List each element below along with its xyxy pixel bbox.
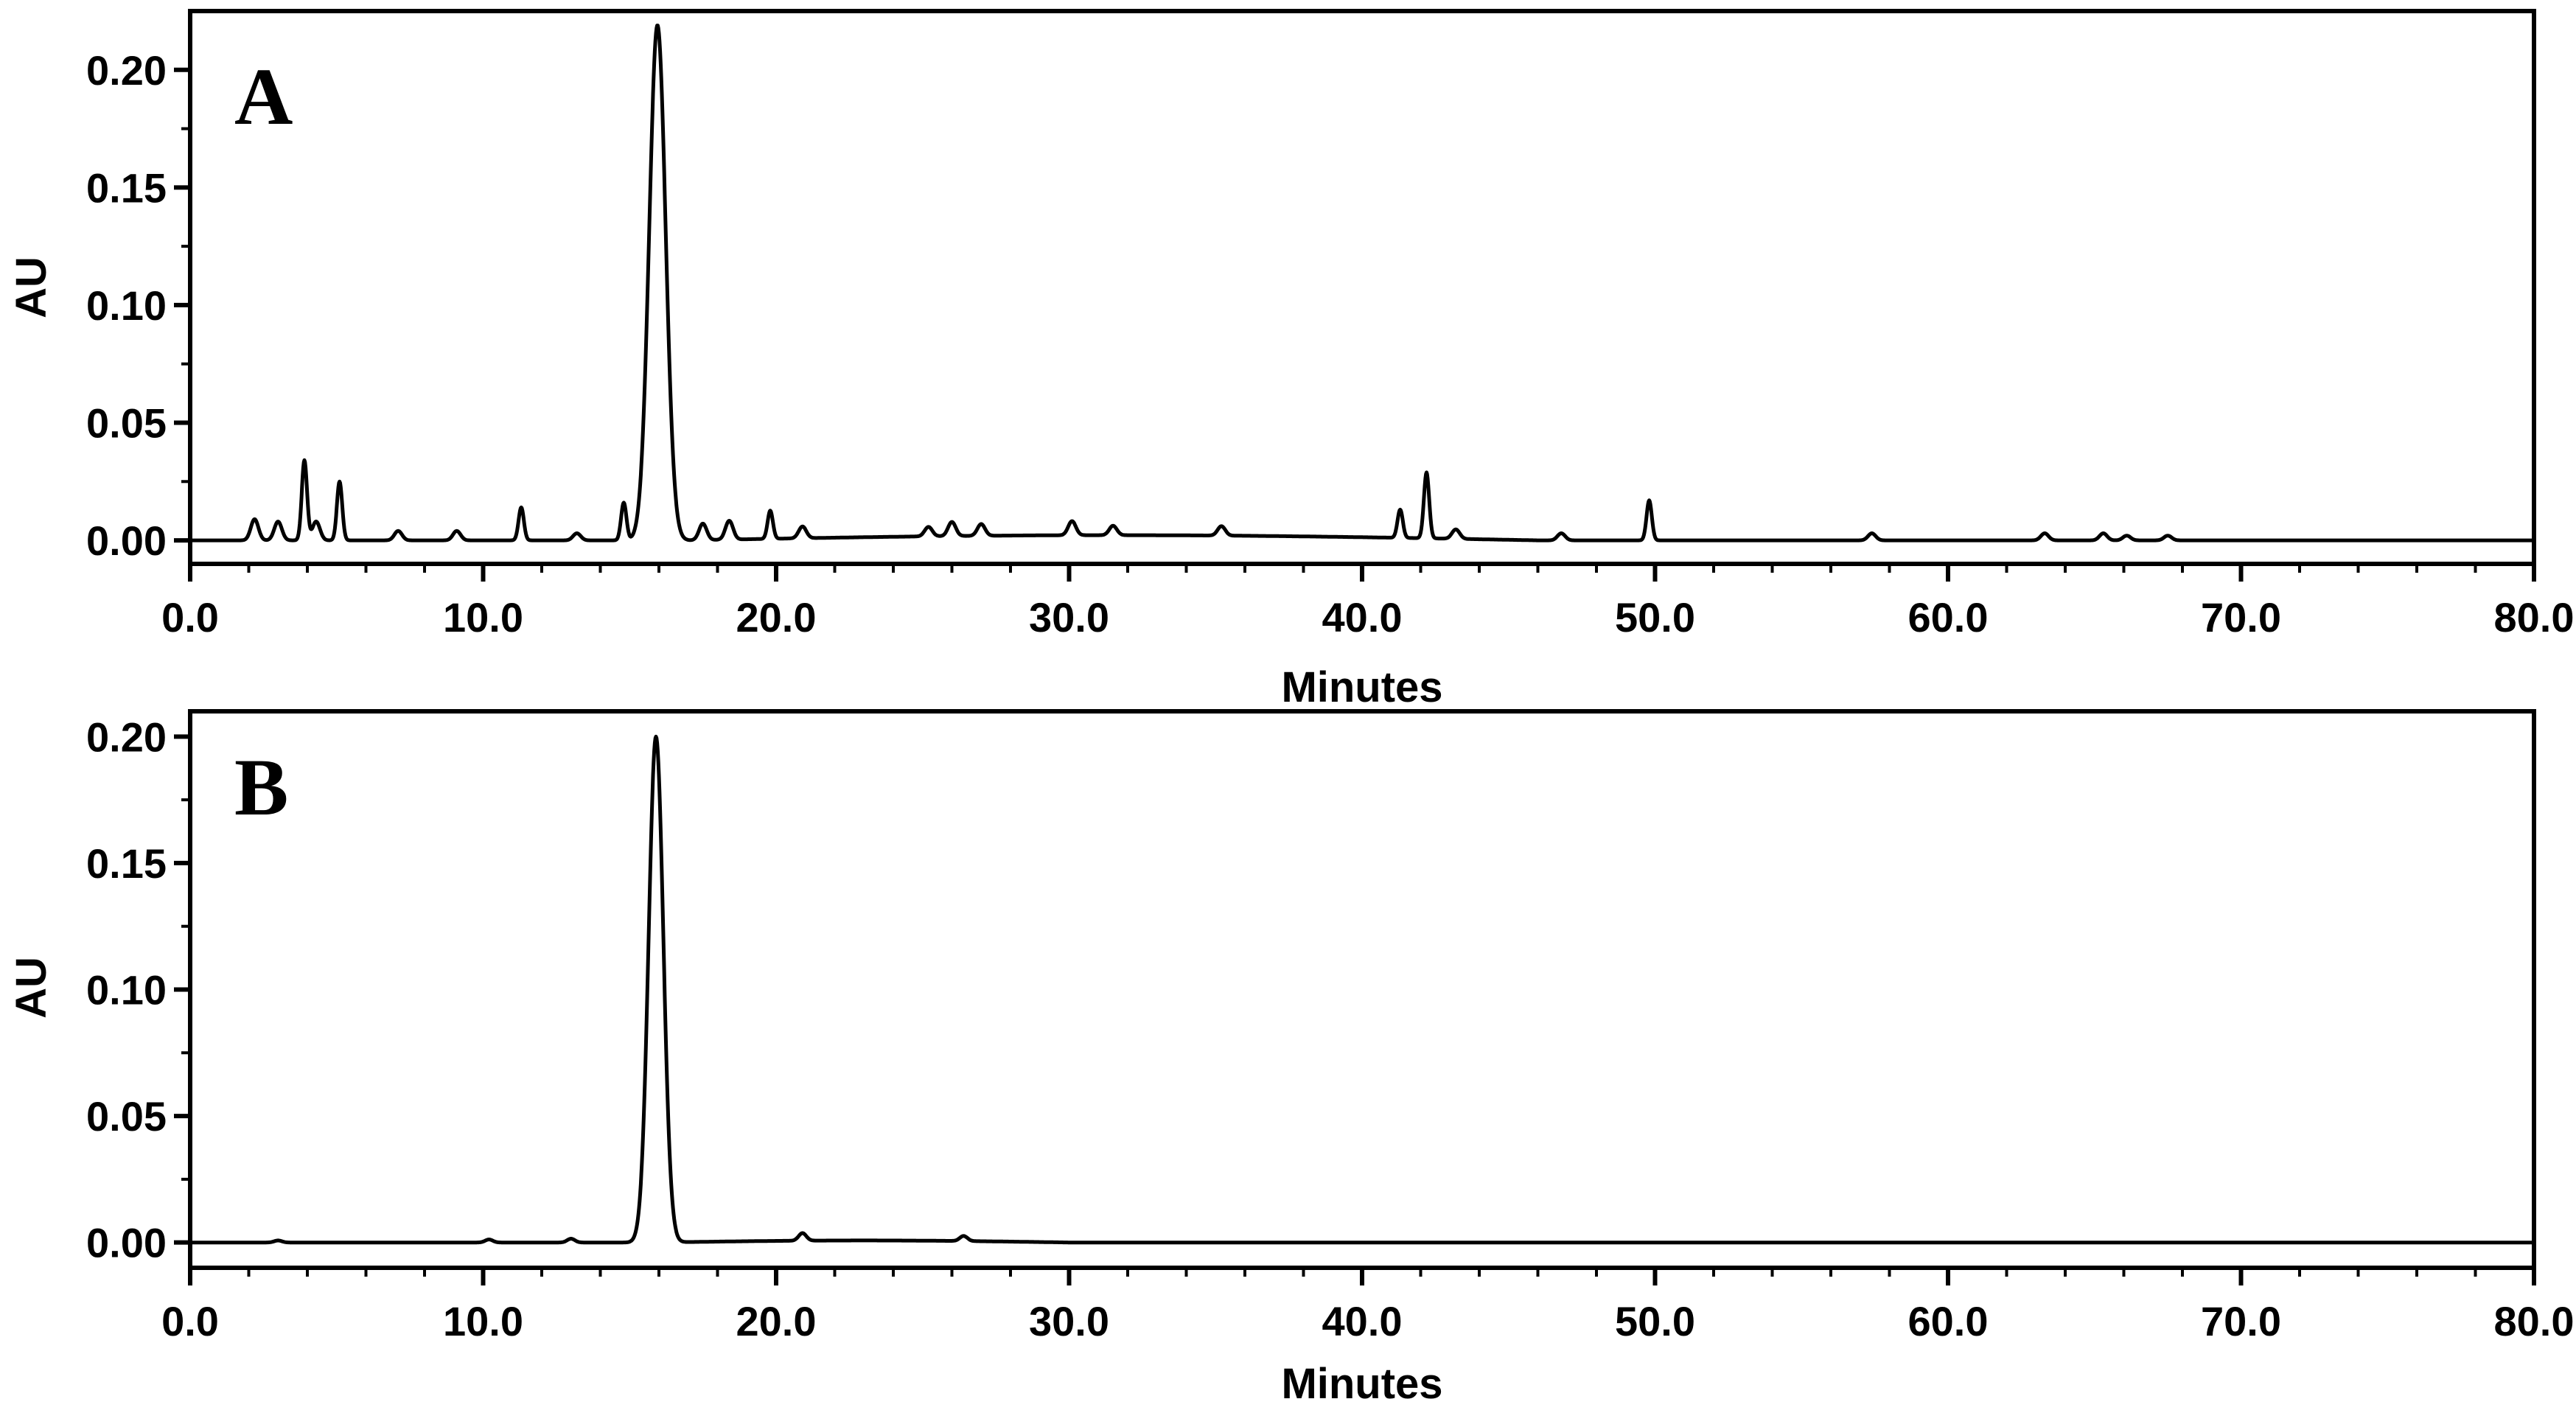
x-tick-label-a-5: 50.0 (1615, 594, 1695, 641)
x-tick-label-b-0: 0.0 (161, 1298, 219, 1344)
x-tick-label-b-6: 60.0 (1908, 1298, 1989, 1344)
x-axis-label-b: Minutes (1281, 1360, 1442, 1408)
x-tick-label-b-7: 70.0 (2201, 1298, 2281, 1344)
x-tick-label-b-8: 80.0 (2494, 1298, 2575, 1344)
y-axis-a: 0.00 0.05 0.10 0.15 0.20 (86, 47, 190, 564)
y-axis-label-a: AU (7, 257, 55, 318)
panel-label-a: A (234, 52, 293, 142)
x-tick-label-a-2: 20.0 (736, 594, 817, 641)
chromatogram-trace-a (189, 24, 2535, 542)
plot-frame-a (188, 9, 2536, 566)
x-axis-a: 0.0 10.0 20.0 30.0 40.0 50.0 60.0 70.0 80.0 (161, 564, 2575, 641)
x-tick-label-b-2: 20.0 (736, 1298, 817, 1344)
x-tick-label-a-7: 70.0 (2201, 594, 2281, 641)
y-tick-label-a-3: 0.15 (86, 164, 167, 211)
x-tick-label-a-1: 10.0 (443, 594, 523, 641)
x-tick-label-b-5: 50.0 (1615, 1298, 1695, 1344)
x-tick-label-a-0: 0.0 (161, 594, 219, 641)
chart-panel-a: 0.00 0.05 0.10 0.15 0.20 0.0 10.0 20.0 30.0 40.0… (7, 9, 2575, 711)
plot-frame-b (188, 709, 2536, 1270)
x-tick-label-b-1: 10.0 (443, 1298, 523, 1344)
y-tick-label-b-0: 0.00 (86, 1220, 167, 1266)
y-tick-label-a-4: 0.20 (86, 47, 167, 94)
y-tick-label-a-2: 0.10 (86, 282, 167, 329)
x-axis-label-a: Minutes (1281, 663, 1442, 711)
chart-panel-b: 0.00 0.05 0.10 0.15 0.20 0.0 10.0 20.0 30.0 40.0… (7, 709, 2575, 1408)
y-tick-label-b-4: 0.20 (86, 714, 167, 760)
x-tick-label-b-3: 30.0 (1029, 1298, 1109, 1344)
x-tick-label-a-4: 40.0 (1322, 594, 1403, 641)
chromatogram-trace-b (189, 734, 2535, 1245)
x-tick-label-a-8: 80.0 (2494, 594, 2575, 641)
x-tick-label-b-4: 40.0 (1322, 1298, 1403, 1344)
y-axis-label-b: AU (7, 957, 55, 1019)
y-axis-b: 0.00 0.05 0.10 0.15 0.20 (86, 714, 190, 1266)
y-tick-label-b-3: 0.15 (86, 840, 167, 887)
x-axis-b: 0.0 10.0 20.0 30.0 40.0 50.0 60.0 70.0 80.0 (161, 1268, 2575, 1344)
y-tick-label-b-1: 0.05 (86, 1093, 167, 1140)
y-tick-label-b-2: 0.10 (86, 967, 167, 1013)
y-tick-label-a-0: 0.00 (86, 517, 167, 564)
x-tick-label-a-3: 30.0 (1029, 594, 1109, 641)
y-tick-label-a-1: 0.05 (86, 400, 167, 447)
x-tick-label-a-6: 60.0 (1908, 594, 1989, 641)
panel-label-b: B (234, 742, 288, 832)
